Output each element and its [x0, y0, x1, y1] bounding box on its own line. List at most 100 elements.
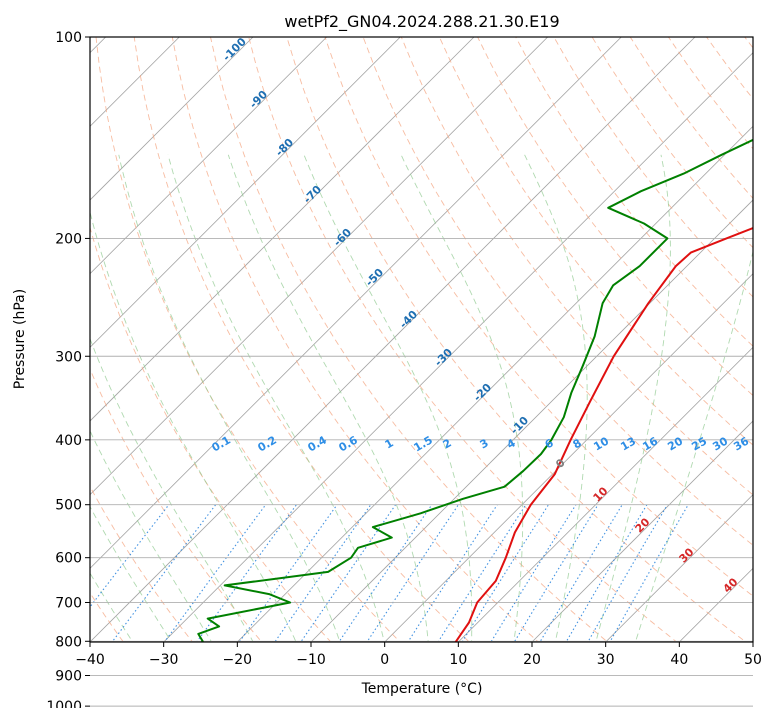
mixing-ratio-label: 3	[478, 436, 491, 451]
y-axis: 100 200 300 400 500 600 700 800 900 1000	[46, 30, 90, 708]
y-axis-label: Pressure (hPa)	[12, 289, 28, 389]
x-tick-label: 30	[597, 652, 615, 668]
dry-adiabat-label: 20	[633, 515, 653, 535]
isotherm-line	[678, 567, 753, 642]
mixing-ratio-line	[407, 504, 498, 642]
x-tick-label: 10	[449, 652, 467, 668]
isotherm-label: -10	[508, 414, 531, 437]
mixing-ratio-label: 25	[689, 435, 709, 454]
isotherm-line	[90, 37, 254, 201]
dry-adiabat-label: 0	[553, 456, 568, 471]
dry-adiabat-line	[324, 37, 753, 597]
x-tick-label: 0	[380, 652, 389, 668]
isotherm-line	[384, 273, 753, 642]
mixing-ratio-line	[539, 504, 623, 642]
isotherm-label: -70	[301, 183, 324, 206]
x-tick-label: −20	[223, 652, 253, 668]
dry-adiabat-label: 40	[721, 575, 741, 595]
dry-adiabat-line	[133, 37, 470, 642]
isotherm-label: -40	[397, 308, 420, 331]
dry-adiabat-line	[515, 37, 753, 347]
x-tick-label: 20	[523, 652, 541, 668]
y-tick-label: 900	[55, 669, 82, 685]
mixing-ratio-line	[111, 504, 217, 642]
isotherm-line	[90, 37, 696, 642]
isotherm-line	[457, 346, 753, 642]
moist-adiabat-line	[400, 154, 524, 642]
isotherm-line	[90, 37, 327, 275]
moist-adiabat-line	[90, 210, 297, 642]
isotherm-label: -20	[471, 381, 494, 404]
y-tick-label: 1000	[46, 699, 82, 708]
y-tick-label: 200	[55, 231, 82, 247]
mixing-ratio-label: 2	[441, 436, 454, 451]
dewpoint-profile	[197, 138, 753, 642]
grid	[90, 237, 753, 707]
x-tick-label: −30	[149, 652, 179, 668]
isotherm-line	[752, 641, 753, 642]
x-tick-label: −10	[296, 652, 326, 668]
moist-adiabat-line	[303, 154, 473, 642]
x-tick-label: 40	[670, 652, 688, 668]
x-axis: −40 −30 −20 −10 0 10 20 30 40 50	[75, 642, 762, 668]
mixing-ratio-line	[238, 504, 338, 642]
mixing-ratio-line	[90, 504, 170, 608]
moist-adiabat-line	[634, 249, 753, 642]
dry-adiabat-line	[668, 37, 753, 150]
mixing-ratio-label: 30	[710, 434, 730, 453]
mixing-ratio-line	[274, 504, 372, 642]
mixing-ratio-line	[490, 504, 577, 642]
moist-adiabat-line	[90, 429, 213, 642]
isotherm-labels: -100-90-80-70-60-50-40-30-20-10	[220, 35, 531, 437]
series-layer	[197, 138, 753, 642]
isotherm-line	[748, 37, 775, 708]
dry-adiabat-line	[400, 37, 753, 496]
dry-adiabat-line	[477, 37, 753, 397]
isotherm-label: -90	[247, 88, 270, 111]
dry-adiabat-line	[744, 37, 753, 49]
chart-title: wetPf2_GN04.2024.288.21.30.E19	[284, 12, 559, 32]
temperature-profile	[454, 227, 753, 642]
isotherm-line	[90, 37, 622, 569]
plot-frame	[89, 36, 754, 643]
y-tick-label: 800	[55, 634, 82, 650]
y-tick-label: 300	[55, 349, 82, 365]
x-tick-label: −40	[75, 652, 105, 668]
moist-adiabat-line	[227, 154, 429, 642]
mixing-ratio-line	[366, 504, 459, 642]
mixing-ratio-label: 13	[618, 435, 638, 454]
y-tick-label: 100	[55, 30, 82, 46]
mixing-ratio-label: 0.1	[210, 433, 233, 454]
mixing-ratio-line	[338, 504, 433, 642]
x-axis-label: Temperature (°C)	[361, 681, 483, 697]
moist-adiabat-line	[118, 154, 341, 642]
isotherm-label: -60	[331, 226, 354, 249]
dry-adiabat-label: 10	[591, 484, 611, 504]
isotherm-label: -30	[432, 346, 455, 369]
isotherm-label: -100	[220, 35, 249, 64]
y-tick-label: 500	[55, 498, 82, 514]
dry-adiabat-line	[210, 37, 609, 642]
dry-adiabat-line	[171, 37, 540, 642]
moist-adiabat-line	[167, 154, 385, 642]
moist-adiabat-line	[90, 572, 134, 642]
mixing-ratio-line	[437, 504, 527, 642]
isotherm-label: -80	[273, 136, 296, 159]
dry-adiabat-line	[362, 37, 753, 546]
x-tick-label: 50	[744, 652, 762, 668]
dry-adiabat-line	[90, 485, 194, 642]
mixing-ratio-label: 0.4	[306, 433, 330, 454]
dry-adiabat-line	[95, 37, 401, 642]
y-tick-label: 700	[55, 595, 82, 611]
isotherm-line	[605, 494, 753, 642]
y-tick-label: 600	[55, 551, 82, 567]
isotherm-line	[163, 52, 753, 642]
mixing-ratio-label: 20	[665, 434, 685, 453]
mixing-ratio-line	[513, 504, 599, 642]
mixing-ratio-line	[461, 504, 549, 642]
mixing-ratio-label: 0.2	[256, 433, 279, 454]
mixing-ratio-line	[565, 504, 648, 642]
mixing-ratio-label: 0.6	[337, 433, 361, 454]
